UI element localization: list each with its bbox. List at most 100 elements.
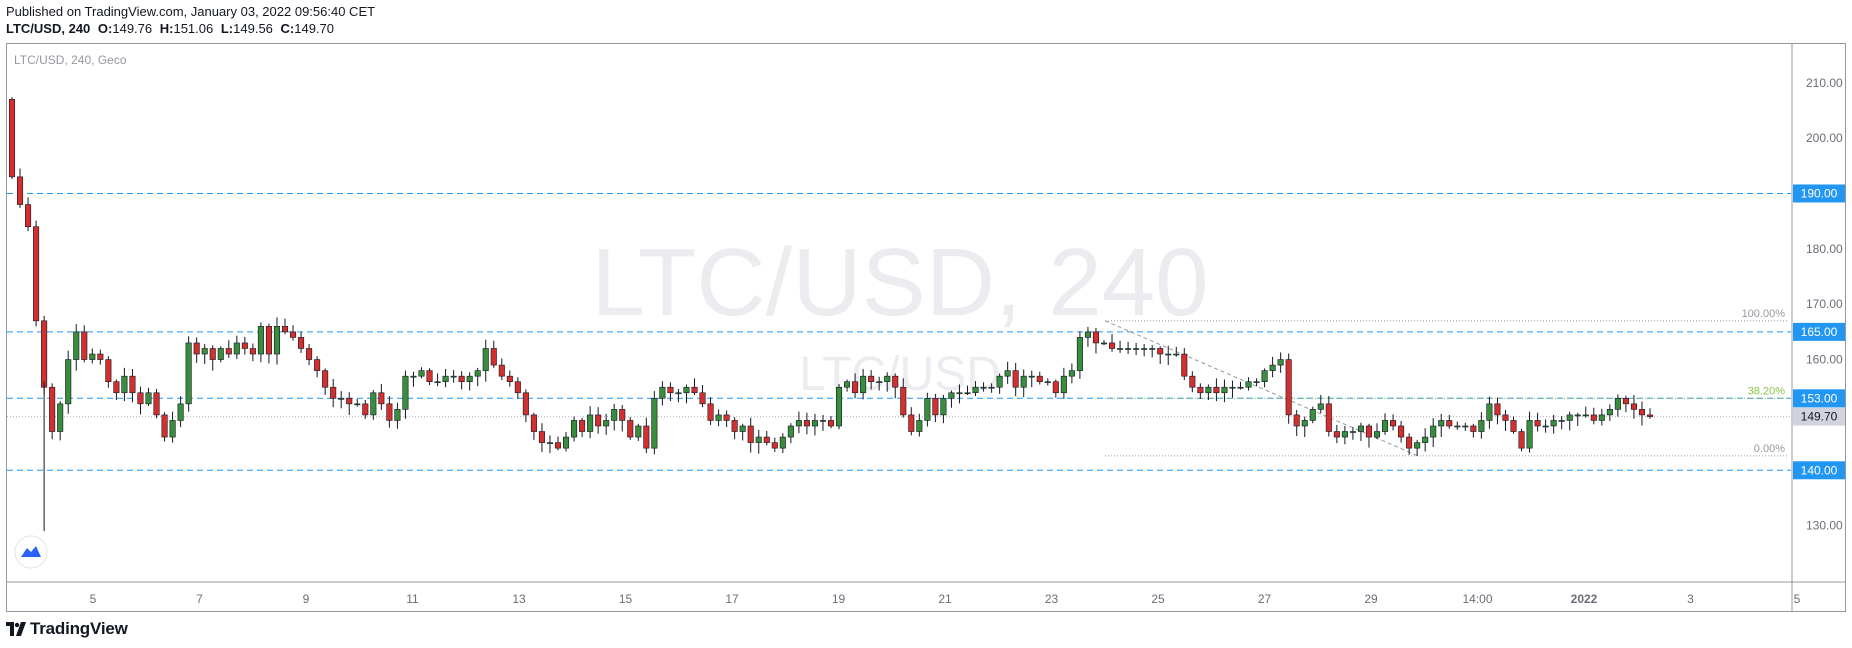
candle-body <box>1052 381 1059 394</box>
candle-body <box>1189 375 1196 388</box>
candle-body <box>715 414 722 421</box>
candle-body <box>956 392 963 395</box>
candle-body <box>306 348 313 360</box>
candle-body <box>546 442 554 444</box>
candle-body <box>458 375 465 383</box>
candle-body <box>41 320 48 388</box>
candle-body <box>635 425 642 438</box>
candle-body <box>225 348 232 355</box>
y-tick-label: 210.00 <box>1806 76 1843 90</box>
candle-body <box>1133 348 1140 350</box>
candle-body <box>892 375 899 388</box>
candle-body <box>1293 414 1300 427</box>
x-tick-label: 2022 <box>1571 592 1598 606</box>
candle-body <box>81 331 88 360</box>
candle-body <box>394 409 401 421</box>
candle-body <box>474 370 481 377</box>
candle-body <box>1622 398 1629 405</box>
candle-body <box>498 364 505 377</box>
candle-body <box>1197 386 1204 394</box>
candle-body <box>1076 337 1083 371</box>
candle-body <box>707 403 714 421</box>
candle-body <box>1044 381 1051 384</box>
candle-body <box>940 398 947 416</box>
candle-body <box>1277 359 1284 366</box>
candle-body <box>153 392 160 416</box>
candle-body <box>908 414 915 432</box>
candle-body <box>201 348 208 355</box>
candle-body <box>1237 386 1244 389</box>
candle-body <box>835 386 843 427</box>
candle-body <box>932 398 939 416</box>
candle-body <box>1213 386 1220 394</box>
y-tick-label: 200.00 <box>1806 131 1843 145</box>
candle-body <box>595 414 602 427</box>
time-axis: 5 7 9 11 13 15 17 19 21 23 25 27 29 14:00 2022 3 5 <box>90 592 1801 606</box>
candle-body <box>675 392 682 395</box>
candle-body <box>338 398 345 400</box>
candle-body <box>827 420 835 427</box>
candle-body <box>1301 420 1308 427</box>
candle-body <box>627 420 634 438</box>
levels-layer: 100.00% 38.20% 0.00% <box>7 192 1791 471</box>
candle-body <box>683 386 690 394</box>
candle-body <box>562 436 570 449</box>
candle-body <box>996 375 1003 388</box>
tradingview-logo-icon <box>6 622 26 636</box>
candle-body <box>884 375 891 383</box>
tradingview-logo[interactable]: TradingView <box>6 619 128 639</box>
x-tick-label: 13 <box>512 592 526 606</box>
candle-body <box>1630 403 1637 410</box>
candle-body <box>8 99 16 178</box>
candle-body <box>16 176 24 205</box>
candle-body <box>105 359 112 383</box>
candle-body <box>587 414 594 432</box>
x-tick-label: 9 <box>303 592 310 606</box>
candle-body <box>1365 425 1373 438</box>
tradingview-badge-icon[interactable] <box>14 535 48 569</box>
candle-body <box>699 392 706 405</box>
x-tick-label: 23 <box>1045 592 1059 606</box>
candle-body <box>298 337 305 349</box>
candle-body <box>1373 431 1381 438</box>
candle-body <box>1478 420 1485 432</box>
chart-header: LTC/USD, 240, Geco <box>14 53 127 67</box>
candle-body <box>1125 348 1132 350</box>
y-tick-label: 180.00 <box>1806 242 1843 256</box>
x-tick-label: 19 <box>832 592 846 606</box>
candle-body <box>482 348 489 371</box>
x-tick-label: 3 <box>1687 592 1694 606</box>
candle-body <box>354 403 361 406</box>
candle-body <box>795 420 802 427</box>
candle-body <box>249 348 256 355</box>
candle-body <box>916 420 923 432</box>
close-label: C: <box>280 21 295 36</box>
level-label: 140.00 <box>1801 463 1838 477</box>
x-tick-label: 27 <box>1258 592 1272 606</box>
candle-body <box>1357 425 1364 432</box>
candle-body <box>1486 403 1493 421</box>
candle-body <box>554 442 562 449</box>
candle-body <box>1309 409 1316 421</box>
candle-body <box>1390 420 1397 427</box>
candle-body <box>490 348 497 366</box>
candle-body <box>603 420 610 427</box>
candle-body <box>193 342 200 355</box>
candle-body <box>426 370 433 383</box>
candle-body <box>1518 431 1525 449</box>
level-label: 153.00 <box>1801 391 1838 405</box>
watermark-sub: LTC/USD <box>799 348 1001 401</box>
candle-body <box>1438 420 1445 427</box>
candle-body <box>1036 375 1043 383</box>
x-tick-label: 5 <box>1794 592 1801 606</box>
candle-body <box>33 226 40 322</box>
candle-body <box>289 331 297 338</box>
candle-body <box>1245 381 1252 388</box>
candle-body <box>1205 386 1212 394</box>
candle-body <box>964 392 971 395</box>
candle-body <box>273 326 281 355</box>
candle-body <box>739 425 746 432</box>
candle-body <box>386 403 393 421</box>
candle-body <box>852 381 859 394</box>
